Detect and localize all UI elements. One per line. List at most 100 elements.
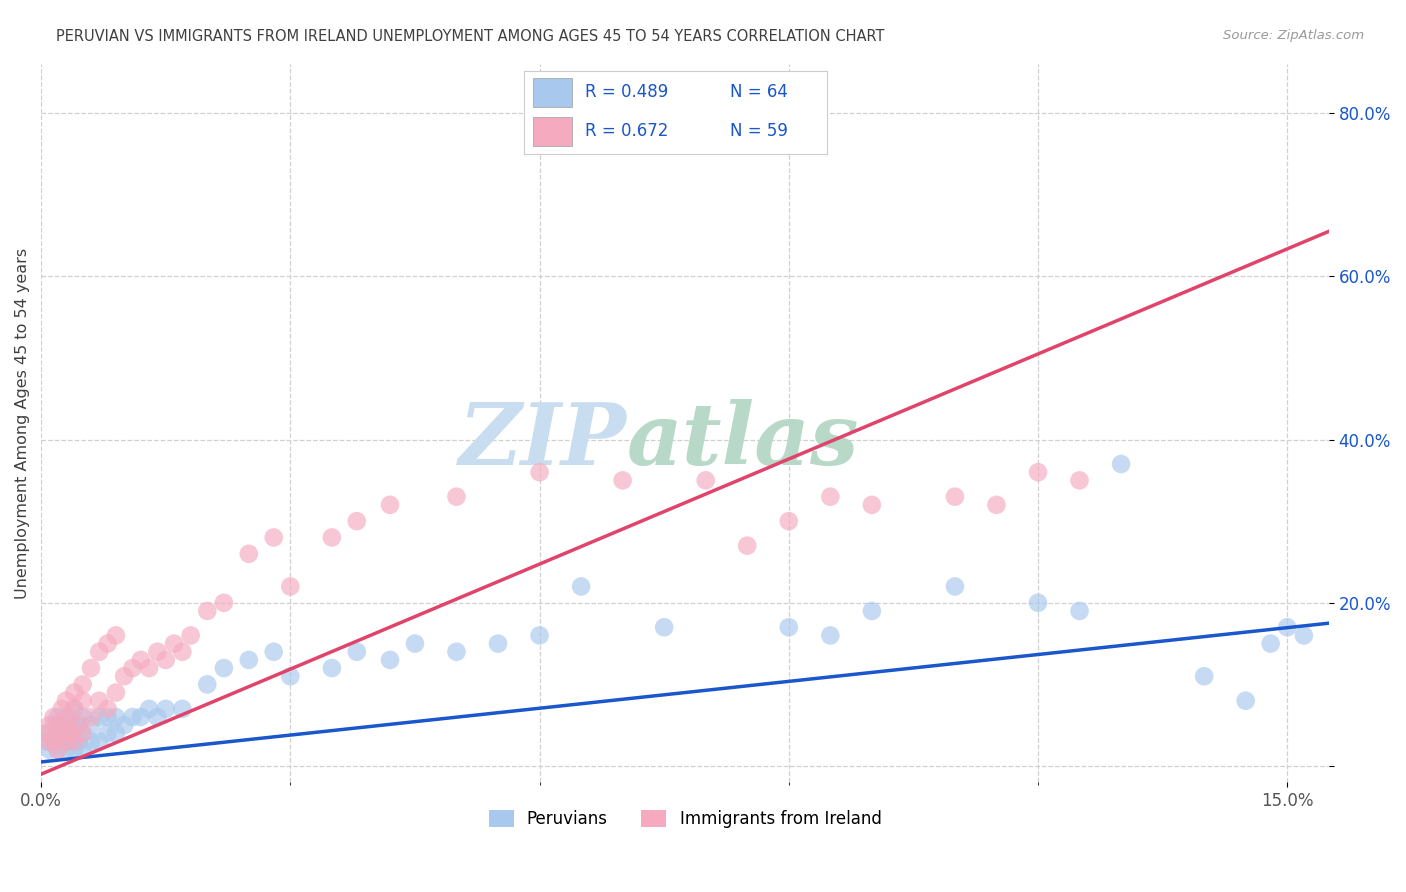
Point xyxy=(195,677,218,691)
Point xyxy=(55,734,77,748)
Point xyxy=(89,734,111,748)
Point xyxy=(80,718,103,732)
Text: atlas: atlas xyxy=(627,400,859,483)
Point xyxy=(278,579,301,593)
Point xyxy=(55,710,77,724)
Point xyxy=(652,620,675,634)
Point xyxy=(63,726,86,740)
Point xyxy=(263,645,285,659)
Point xyxy=(67,718,90,732)
Point xyxy=(778,514,800,528)
Point xyxy=(46,718,69,732)
Point xyxy=(89,694,111,708)
Point xyxy=(1292,628,1315,642)
Point xyxy=(72,694,94,708)
Point xyxy=(943,579,966,593)
Point xyxy=(51,702,73,716)
Point xyxy=(55,694,77,708)
Point xyxy=(67,718,90,732)
Point xyxy=(346,514,368,528)
Point xyxy=(42,718,65,732)
Point xyxy=(695,474,717,488)
Point xyxy=(121,661,143,675)
Point xyxy=(51,726,73,740)
Point xyxy=(778,620,800,634)
Point xyxy=(212,596,235,610)
Point xyxy=(238,653,260,667)
Point xyxy=(1277,620,1299,634)
Point xyxy=(104,726,127,740)
Point xyxy=(529,465,551,479)
Point xyxy=(55,742,77,756)
Point xyxy=(1026,596,1049,610)
Point xyxy=(59,710,82,724)
Point xyxy=(80,734,103,748)
Point xyxy=(612,474,634,488)
Point xyxy=(72,710,94,724)
Point xyxy=(146,710,169,724)
Point xyxy=(986,498,1008,512)
Point xyxy=(146,645,169,659)
Point xyxy=(446,645,468,659)
Point xyxy=(155,653,177,667)
Point xyxy=(321,531,343,545)
Point xyxy=(55,718,77,732)
Point xyxy=(446,490,468,504)
Point xyxy=(80,661,103,675)
Point xyxy=(263,531,285,545)
Point xyxy=(172,702,194,716)
Point xyxy=(820,628,842,642)
Point xyxy=(59,734,82,748)
Point xyxy=(129,710,152,724)
Point xyxy=(486,637,509,651)
Point xyxy=(63,734,86,748)
Point xyxy=(172,645,194,659)
Point xyxy=(42,710,65,724)
Point xyxy=(46,742,69,756)
Point xyxy=(80,710,103,724)
Point xyxy=(278,669,301,683)
Point xyxy=(38,726,60,740)
Point xyxy=(1026,465,1049,479)
Point xyxy=(46,726,69,740)
Point xyxy=(1192,669,1215,683)
Point xyxy=(163,637,186,651)
Point xyxy=(89,645,111,659)
Point xyxy=(59,718,82,732)
Point xyxy=(1069,474,1091,488)
Point xyxy=(735,539,758,553)
Point xyxy=(104,685,127,699)
Legend: Peruvians, Immigrants from Ireland: Peruvians, Immigrants from Ireland xyxy=(482,804,889,835)
Point xyxy=(51,734,73,748)
Point xyxy=(46,742,69,756)
Point xyxy=(51,718,73,732)
Point xyxy=(195,604,218,618)
Text: Source: ZipAtlas.com: Source: ZipAtlas.com xyxy=(1223,29,1364,42)
Point xyxy=(34,734,56,748)
Point xyxy=(72,726,94,740)
Point xyxy=(378,498,401,512)
Point xyxy=(38,742,60,756)
Text: ZIP: ZIP xyxy=(460,400,627,483)
Point xyxy=(46,710,69,724)
Point xyxy=(943,490,966,504)
Point xyxy=(72,742,94,756)
Point xyxy=(38,734,60,748)
Point xyxy=(138,702,160,716)
Point xyxy=(121,710,143,724)
Point xyxy=(529,628,551,642)
Point xyxy=(97,637,120,651)
Point xyxy=(1260,637,1282,651)
Point xyxy=(63,702,86,716)
Point xyxy=(112,669,135,683)
Point xyxy=(138,661,160,675)
Point xyxy=(860,604,883,618)
Point xyxy=(63,702,86,716)
Point xyxy=(42,734,65,748)
Point xyxy=(55,726,77,740)
Point xyxy=(72,677,94,691)
Point xyxy=(212,661,235,675)
Point xyxy=(97,702,120,716)
Point xyxy=(569,579,592,593)
Point xyxy=(42,734,65,748)
